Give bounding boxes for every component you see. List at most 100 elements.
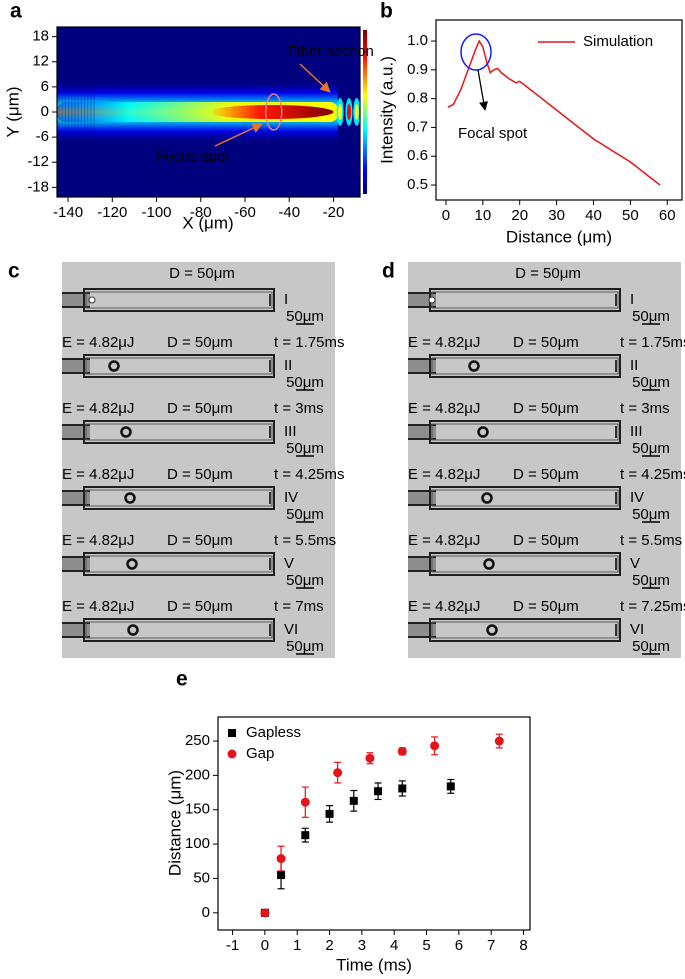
x-tick-label: 20 [511, 207, 528, 224]
y-tick-label: 1.0 [407, 32, 428, 49]
frame-text: D = 50μm [515, 265, 581, 282]
bubble [127, 624, 139, 636]
point [365, 753, 375, 763]
capillary-inner [85, 291, 273, 309]
y-tick-label: 18 [32, 28, 49, 45]
frame-text: t = 1.75ms [274, 334, 344, 351]
capillary [429, 354, 621, 378]
frame-text: D = 50μm [513, 466, 579, 483]
micrograph-background [408, 262, 681, 658]
frame-text: t = 3ms [620, 400, 670, 417]
x-tick-label: 2 [325, 937, 333, 954]
point [325, 809, 334, 818]
x-tick-label: 50 [622, 207, 639, 224]
focal-marker [460, 33, 492, 71]
frame-text: E = 4.82μJ [62, 598, 134, 615]
panel-label: c [8, 260, 20, 283]
point [260, 908, 270, 918]
x-tick-label: 0 [442, 207, 450, 224]
annotation-arrow [214, 123, 263, 147]
frame-numeral: III [630, 423, 643, 440]
y-tick-label: -6 [36, 128, 49, 145]
scale-label: 50μm [632, 374, 670, 391]
capillary-inner [85, 621, 273, 639]
frame-numeral: I [284, 291, 288, 308]
frame-text: t = 7.25ms [620, 598, 685, 615]
y-tick-label: 0.6 [407, 147, 428, 164]
capillary [429, 420, 621, 444]
capillary [83, 618, 275, 642]
capillary-inner [431, 357, 619, 375]
bubble [477, 426, 489, 438]
bubble [108, 360, 120, 372]
bubble [483, 558, 495, 570]
bubble [428, 296, 436, 304]
frame-text: E = 4.82μJ [62, 400, 134, 417]
micrograph-background [62, 262, 335, 658]
frame-text: E = 4.82μJ [408, 532, 480, 549]
y-axis-label: Y (μm) [3, 86, 22, 137]
capillary [83, 354, 275, 378]
y-tick-label: 0.8 [407, 90, 428, 107]
legend-swatch [227, 749, 237, 759]
scale-label: 50μm [286, 638, 324, 655]
point [398, 784, 407, 793]
scale-label: 50μm [632, 506, 670, 523]
y-tick-label: 150 [185, 801, 210, 818]
frame-text: E = 4.82μJ [408, 466, 480, 483]
capillary [83, 552, 275, 576]
scale-label: 50μm [286, 440, 324, 457]
point [374, 787, 383, 796]
x-tick-label: 10 [474, 207, 491, 224]
bubble [486, 624, 498, 636]
legend-label: Simulation [583, 33, 653, 50]
x-axis-label: Time (ms) [336, 955, 412, 974]
frame-text: D = 50μm [167, 334, 233, 351]
bubble [126, 558, 138, 570]
x-tick-label: -120 [97, 204, 127, 221]
y-tick-label: 200 [185, 766, 210, 783]
frame-text: t = 3ms [274, 400, 324, 417]
annotation: Focus spot [156, 148, 230, 165]
x-tick-label: 1 [293, 937, 301, 954]
y-tick-label: 0 [41, 103, 49, 120]
frame-numeral: III [284, 423, 297, 440]
y-tick-label: 6 [41, 78, 49, 95]
point [494, 736, 504, 746]
capillary-inner [431, 621, 619, 639]
y-tick-label: 250 [185, 732, 210, 749]
plot-frame [217, 716, 531, 931]
scale-label: 50μm [286, 506, 324, 523]
frame-text: t = 1.75ms [620, 334, 685, 351]
x-tick-label: 0 [261, 937, 269, 954]
frame-text: D = 50μm [167, 598, 233, 615]
frame-text: E = 4.82μJ [408, 334, 480, 351]
frame-numeral: V [284, 555, 294, 572]
frame-text: D = 50μm [513, 400, 579, 417]
y-tick-label: -18 [27, 178, 49, 195]
y-tick-label: 50 [193, 869, 210, 886]
capillary [429, 552, 621, 576]
x-tick-label: -40 [278, 204, 300, 221]
point [349, 796, 358, 805]
y-tick-label: 0 [202, 904, 210, 921]
x-tick-label: 8 [519, 937, 527, 954]
capillary-inner [431, 489, 619, 507]
x-tick-label: -140 [53, 204, 83, 221]
annotation: Focal spot [458, 125, 528, 142]
capillary [429, 486, 621, 510]
y-tick-label: 100 [185, 835, 210, 852]
frame-text: E = 4.82μJ [62, 334, 134, 351]
y-tick-label: 0.5 [407, 176, 428, 193]
panel-label: e [176, 668, 188, 691]
panel-label: a [10, 0, 22, 23]
x-tick-label: 6 [455, 937, 463, 954]
point [276, 854, 286, 864]
fiber-mode-core [338, 104, 343, 120]
capillary-inner [85, 555, 273, 573]
x-tick-label: 7 [487, 937, 495, 954]
y-tick-label: 0.9 [407, 61, 428, 78]
scale-label: 50μm [286, 308, 324, 325]
